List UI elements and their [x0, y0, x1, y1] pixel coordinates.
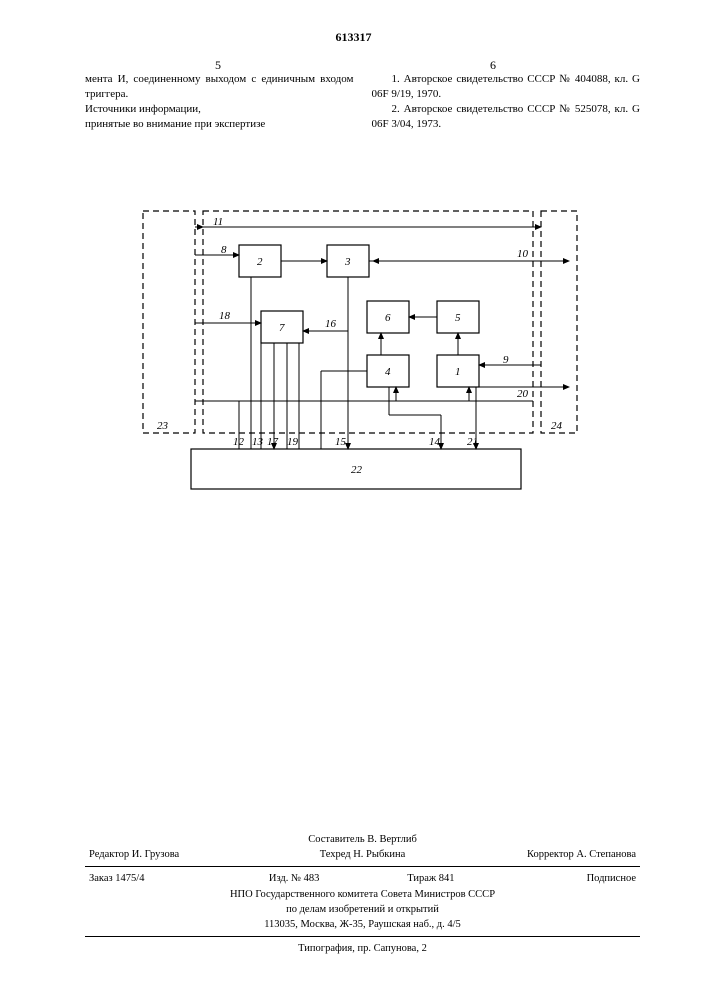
- svg-text:22: 22: [351, 464, 363, 476]
- compiler: Составитель В. Вертлиб: [85, 832, 640, 847]
- svg-text:15: 15: [335, 436, 347, 448]
- org-line-1: НПО Государственного комитета Совета Мин…: [85, 887, 640, 902]
- left-column: мента И, соединенному выходом с единичны…: [85, 72, 354, 131]
- typography: Типография, пр. Сапунова, 2: [85, 941, 640, 956]
- svg-text:4: 4: [385, 366, 391, 378]
- block-diagram: 2 3 7 6 5 4 1 22 8 9 10: [121, 205, 586, 515]
- left-p2: Источники информации,: [85, 102, 354, 117]
- svg-text:2: 2: [257, 256, 263, 268]
- doc-number: 613317: [336, 30, 372, 45]
- org-line-2: по делам изобретений и открытий: [85, 902, 640, 917]
- svg-text:24: 24: [551, 420, 563, 432]
- svg-text:21: 21: [467, 436, 478, 448]
- order-no: Заказ 1475/4: [89, 871, 226, 886]
- svg-text:20: 20: [517, 388, 529, 400]
- block-6: 6: [367, 301, 409, 333]
- address: 113035, Москва, Ж-35, Раушская наб., д. …: [85, 917, 640, 932]
- divider-2: [85, 936, 640, 937]
- diagram-svg: 2 3 7 6 5 4 1 22 8 9 10: [121, 205, 586, 515]
- subscription: Подписное: [499, 871, 636, 886]
- svg-text:23: 23: [157, 420, 169, 432]
- right-p1: 1. Авторское свидетельство СССР № 404088…: [372, 72, 641, 102]
- footer-row-2: Заказ 1475/4 Изд. № 483 Тираж 841 Подпис…: [85, 871, 640, 886]
- left-p1: мента И, соединенному выходом с единичны…: [85, 72, 354, 102]
- svg-text:7: 7: [279, 322, 285, 334]
- svg-text:12: 12: [233, 436, 245, 448]
- svg-text:16: 16: [325, 318, 337, 330]
- techred: Техред Н. Рыбкина: [271, 847, 453, 862]
- svg-text:9: 9: [503, 354, 509, 366]
- body-columns: мента И, соединенному выходом с единичны…: [85, 72, 640, 131]
- svg-text:11: 11: [213, 216, 223, 228]
- svg-text:3: 3: [344, 256, 351, 268]
- divider-1: [85, 866, 640, 867]
- block-4: 4: [367, 355, 409, 387]
- svg-text:14: 14: [429, 436, 441, 448]
- col-number-left: 5: [215, 58, 221, 73]
- svg-text:1: 1: [455, 366, 461, 378]
- svg-text:13: 13: [252, 436, 264, 448]
- block-1: 1: [437, 355, 479, 387]
- right-p2: 2. Авторское свидетельство СССР № 525078…: [372, 102, 641, 132]
- svg-text:6: 6: [385, 312, 391, 324]
- left-p3: принятые во внимание при экспертизе: [85, 117, 354, 132]
- footer-row-1: Редактор И. Грузова Техред Н. Рыбкина Ко…: [85, 847, 640, 862]
- block-5: 5: [437, 301, 479, 333]
- col-number-right: 6: [490, 58, 496, 73]
- block-3: 3: [327, 245, 369, 277]
- corrector: Корректор А. Степанова: [454, 847, 636, 862]
- editor: Редактор И. Грузова: [89, 847, 271, 862]
- svg-text:19: 19: [287, 436, 299, 448]
- block-7: 7: [261, 311, 303, 343]
- svg-text:8: 8: [221, 244, 227, 256]
- block-2: 2: [239, 245, 281, 277]
- izd-no: Изд. № 483: [226, 871, 363, 886]
- svg-text:10: 10: [517, 248, 529, 260]
- footer-block: Составитель В. Вертлиб Редактор И. Грузо…: [85, 832, 640, 957]
- tirage: Тираж 841: [363, 871, 500, 886]
- svg-text:5: 5: [455, 312, 461, 324]
- svg-text:18: 18: [219, 310, 231, 322]
- svg-text:17: 17: [267, 436, 279, 448]
- right-column: 1. Авторское свидетельство СССР № 404088…: [372, 72, 641, 131]
- block-22: 22: [191, 449, 521, 489]
